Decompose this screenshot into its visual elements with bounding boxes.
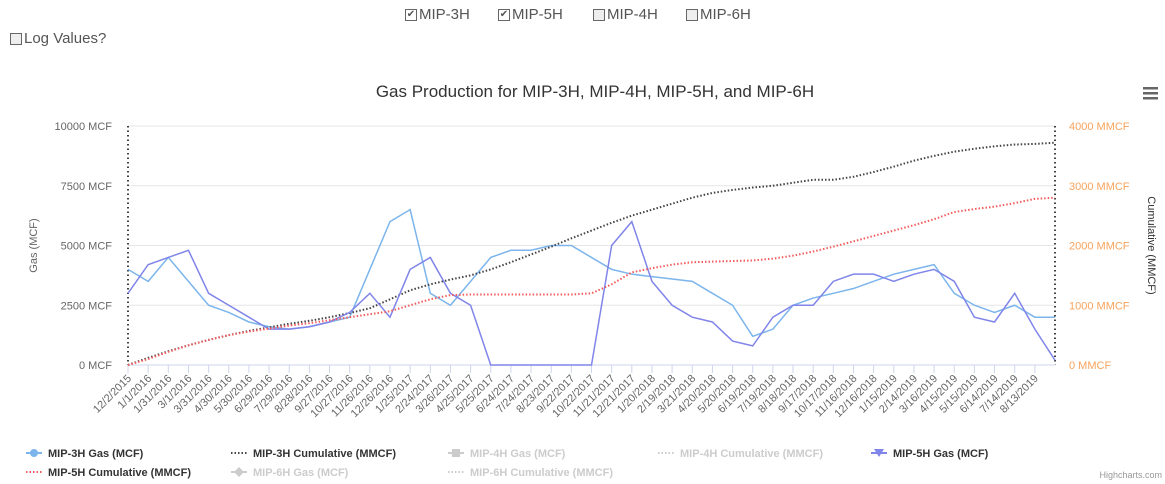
series-line — [127, 220, 1056, 366]
series-line — [127, 196, 1056, 366]
legend-label: MIP-3H Cumulative (MMCF) — [253, 448, 396, 460]
legend-label: MIP-6H Gas (MCF) — [253, 467, 349, 479]
y-tick-label: 7500 MCF — [61, 181, 113, 193]
series-line — [127, 141, 1056, 366]
chart-title: Gas Production for MIP-3H, MIP-4H, MIP-5… — [376, 82, 814, 101]
log-checkbox[interactable]: Log Values? — [10, 30, 106, 47]
well-checkbox[interactable]: ✔ MIP-3H — [405, 6, 470, 23]
legend-label: MIP-4H Cumulative (MMCF) — [680, 448, 823, 460]
legend-marker — [30, 449, 38, 457]
credit[interactable]: Highcharts.com — [1099, 470, 1162, 480]
y2-tick-label: 4000 MMCF — [1069, 121, 1130, 133]
y-axis-title: Gas (MCF) — [28, 218, 40, 272]
checkbox-label: Log Values? — [24, 30, 107, 47]
well-checkbox[interactable]: MIP-6H — [686, 6, 751, 23]
legend-item[interactable]: MIP-5H Cumulative (MMCF) — [26, 467, 191, 479]
checkbox[interactable]: ✔ — [405, 8, 417, 21]
y2-axis-title: Cumulative (MMCF) — [1145, 196, 1157, 294]
y-tick-label: 10000 MCF — [55, 121, 113, 133]
legend-item[interactable]: MIP-4H Gas (MCF) — [448, 448, 566, 460]
legend-marker — [874, 449, 884, 457]
legend-label: MIP-4H Gas (MCF) — [470, 448, 566, 460]
checkbox-label: MIP-6H — [700, 6, 751, 23]
legend-label: MIP-6H Cumulative (MMCF) — [470, 467, 613, 479]
legend-marker — [234, 467, 244, 477]
legend-item[interactable]: MIP-6H Gas (MCF) — [231, 467, 349, 479]
menu-icon[interactable] — [1143, 87, 1158, 100]
y2-tick-label: 2000 MMCF — [1069, 241, 1130, 253]
legend-label: MIP-5H Gas (MCF) — [893, 448, 989, 460]
y-tick-label: 0 MCF — [79, 360, 112, 372]
legend-item[interactable]: MIP-3H Gas (MCF) — [26, 448, 144, 460]
y2-tick-label: 3000 MMCF — [1069, 181, 1130, 193]
checkbox[interactable] — [10, 32, 22, 45]
legend-item[interactable]: MIP-3H Cumulative (MMCF) — [231, 448, 396, 460]
y-tick-label: 2500 MCF — [61, 300, 113, 312]
well-checkbox[interactable]: MIP-4H — [593, 6, 658, 23]
legend-label: MIP-5H Cumulative (MMCF) — [48, 467, 191, 479]
checkbox[interactable] — [593, 8, 605, 21]
checkbox-label: MIP-3H — [419, 6, 470, 23]
checkbox-label: MIP-5H — [512, 6, 563, 23]
well-checkbox[interactable]: ✔ MIP-5H — [498, 6, 563, 23]
checkbox[interactable] — [686, 8, 698, 21]
legend-marker — [452, 449, 460, 457]
legend-item[interactable]: MIP-4H Cumulative (MMCF) — [658, 448, 823, 460]
series-line — [127, 208, 1055, 338]
checkbox-label: MIP-4H — [607, 6, 658, 23]
y2-tick-label: 1000 MMCF — [1069, 300, 1130, 312]
y2-tick-label: 0 MMCF — [1069, 360, 1111, 372]
legend-item[interactable]: MIP-5H Gas (MCF) — [871, 448, 989, 460]
legend-item[interactable]: MIP-6H Cumulative (MMCF) — [448, 467, 613, 479]
y-tick-label: 5000 MCF — [61, 241, 113, 253]
legend-label: MIP-3H Gas (MCF) — [48, 448, 144, 460]
checkbox[interactable]: ✔ — [498, 8, 510, 21]
